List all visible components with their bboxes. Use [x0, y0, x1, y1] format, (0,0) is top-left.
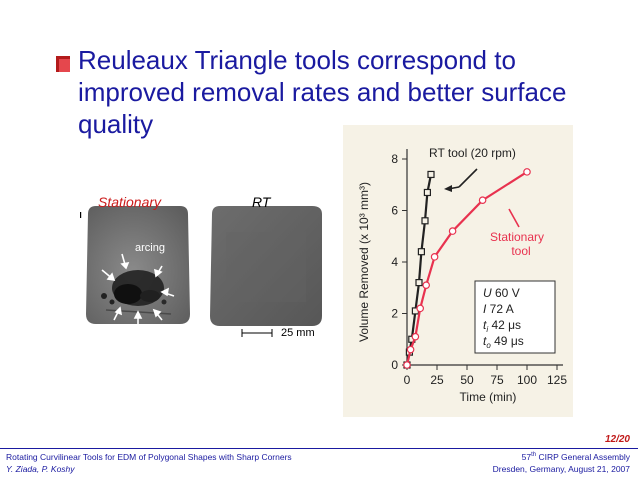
footer-authors: Y. Ziada, P. Koshy	[6, 464, 75, 474]
stationary-annotation-pointer	[508, 208, 520, 228]
page-number: 12/20	[604, 434, 630, 445]
chart-background	[343, 125, 573, 417]
stationary-surface-photo	[80, 206, 190, 324]
stationary-annotation-line1: Stationary	[490, 230, 544, 244]
parameter-row: to 49 μs	[483, 334, 524, 350]
volume-removed-chart: 0 2 4 6 8 0 25 50 75 100 125 Time (min) Volume Remov…	[343, 125, 573, 417]
rt-data-point	[427, 170, 435, 179]
y-tick-label: 0	[391, 358, 398, 372]
y-tick-label: 6	[391, 204, 398, 218]
stationary-data-point	[406, 345, 415, 354]
stationary-data-point	[416, 304, 425, 313]
stationary-data-point	[403, 361, 411, 369]
y-axis-title: Volume Removed (x 10³ mm³)	[357, 182, 371, 342]
stationary-annotation-line2: tool	[511, 244, 530, 258]
parameters-box	[474, 280, 556, 354]
footer-location-date: Dresden, Germany, August 21, 2007	[492, 464, 630, 474]
stationary-data-point	[411, 332, 420, 341]
stationary-data-point	[430, 253, 439, 261]
y-tick-label: 4	[391, 255, 398, 269]
rt-label: RT	[252, 194, 271, 210]
parameter-row: I 72 A	[483, 302, 514, 316]
stationary-data-point	[448, 227, 457, 235]
x-tick-label: 100	[517, 373, 537, 387]
x-axis-title: Time (min)	[460, 390, 517, 404]
parameter-row: ti 42 μs	[483, 318, 521, 334]
x-tick-label: 0	[404, 373, 411, 387]
x-tick-label: 50	[460, 373, 474, 387]
parameter-row: U 60 V	[483, 286, 520, 300]
stationary-label: Stationary	[98, 194, 162, 210]
footer-title: Rotating Curvilinear Tools for EDM of Po…	[6, 452, 292, 462]
rt-data-point	[415, 279, 423, 287]
y-tick-label: 8	[391, 152, 398, 166]
scale-bar	[241, 329, 273, 337]
stationary-data-point	[523, 168, 531, 176]
rt-data-point	[421, 217, 429, 225]
rt-annotation-pointer	[458, 168, 478, 188]
rt-arrowhead	[444, 185, 452, 192]
footer-conference: 57th CIRP General Assembly	[521, 452, 630, 462]
arcing-label: arcing	[135, 242, 165, 254]
bullet-icon	[56, 56, 70, 72]
y-tick-label: 2	[391, 307, 398, 321]
rt-data-point	[417, 248, 426, 256]
rt-data-point	[423, 188, 432, 197]
footer-divider	[0, 448, 638, 449]
stationary-data-point	[422, 281, 431, 289]
x-tick-label: 125	[547, 373, 567, 387]
slide-title: Reuleaux Triangle tools correspond to im…	[78, 45, 567, 139]
x-tick-label: 75	[490, 373, 504, 387]
x-tick-label: 25	[430, 373, 444, 387]
scale-label: 25 mm	[281, 327, 315, 339]
rt-annotation: RT tool (20 rpm)	[429, 146, 516, 160]
rt-surface-photo	[210, 206, 322, 326]
stationary-data-point	[478, 196, 487, 205]
tool-surface-photos	[80, 206, 322, 337]
